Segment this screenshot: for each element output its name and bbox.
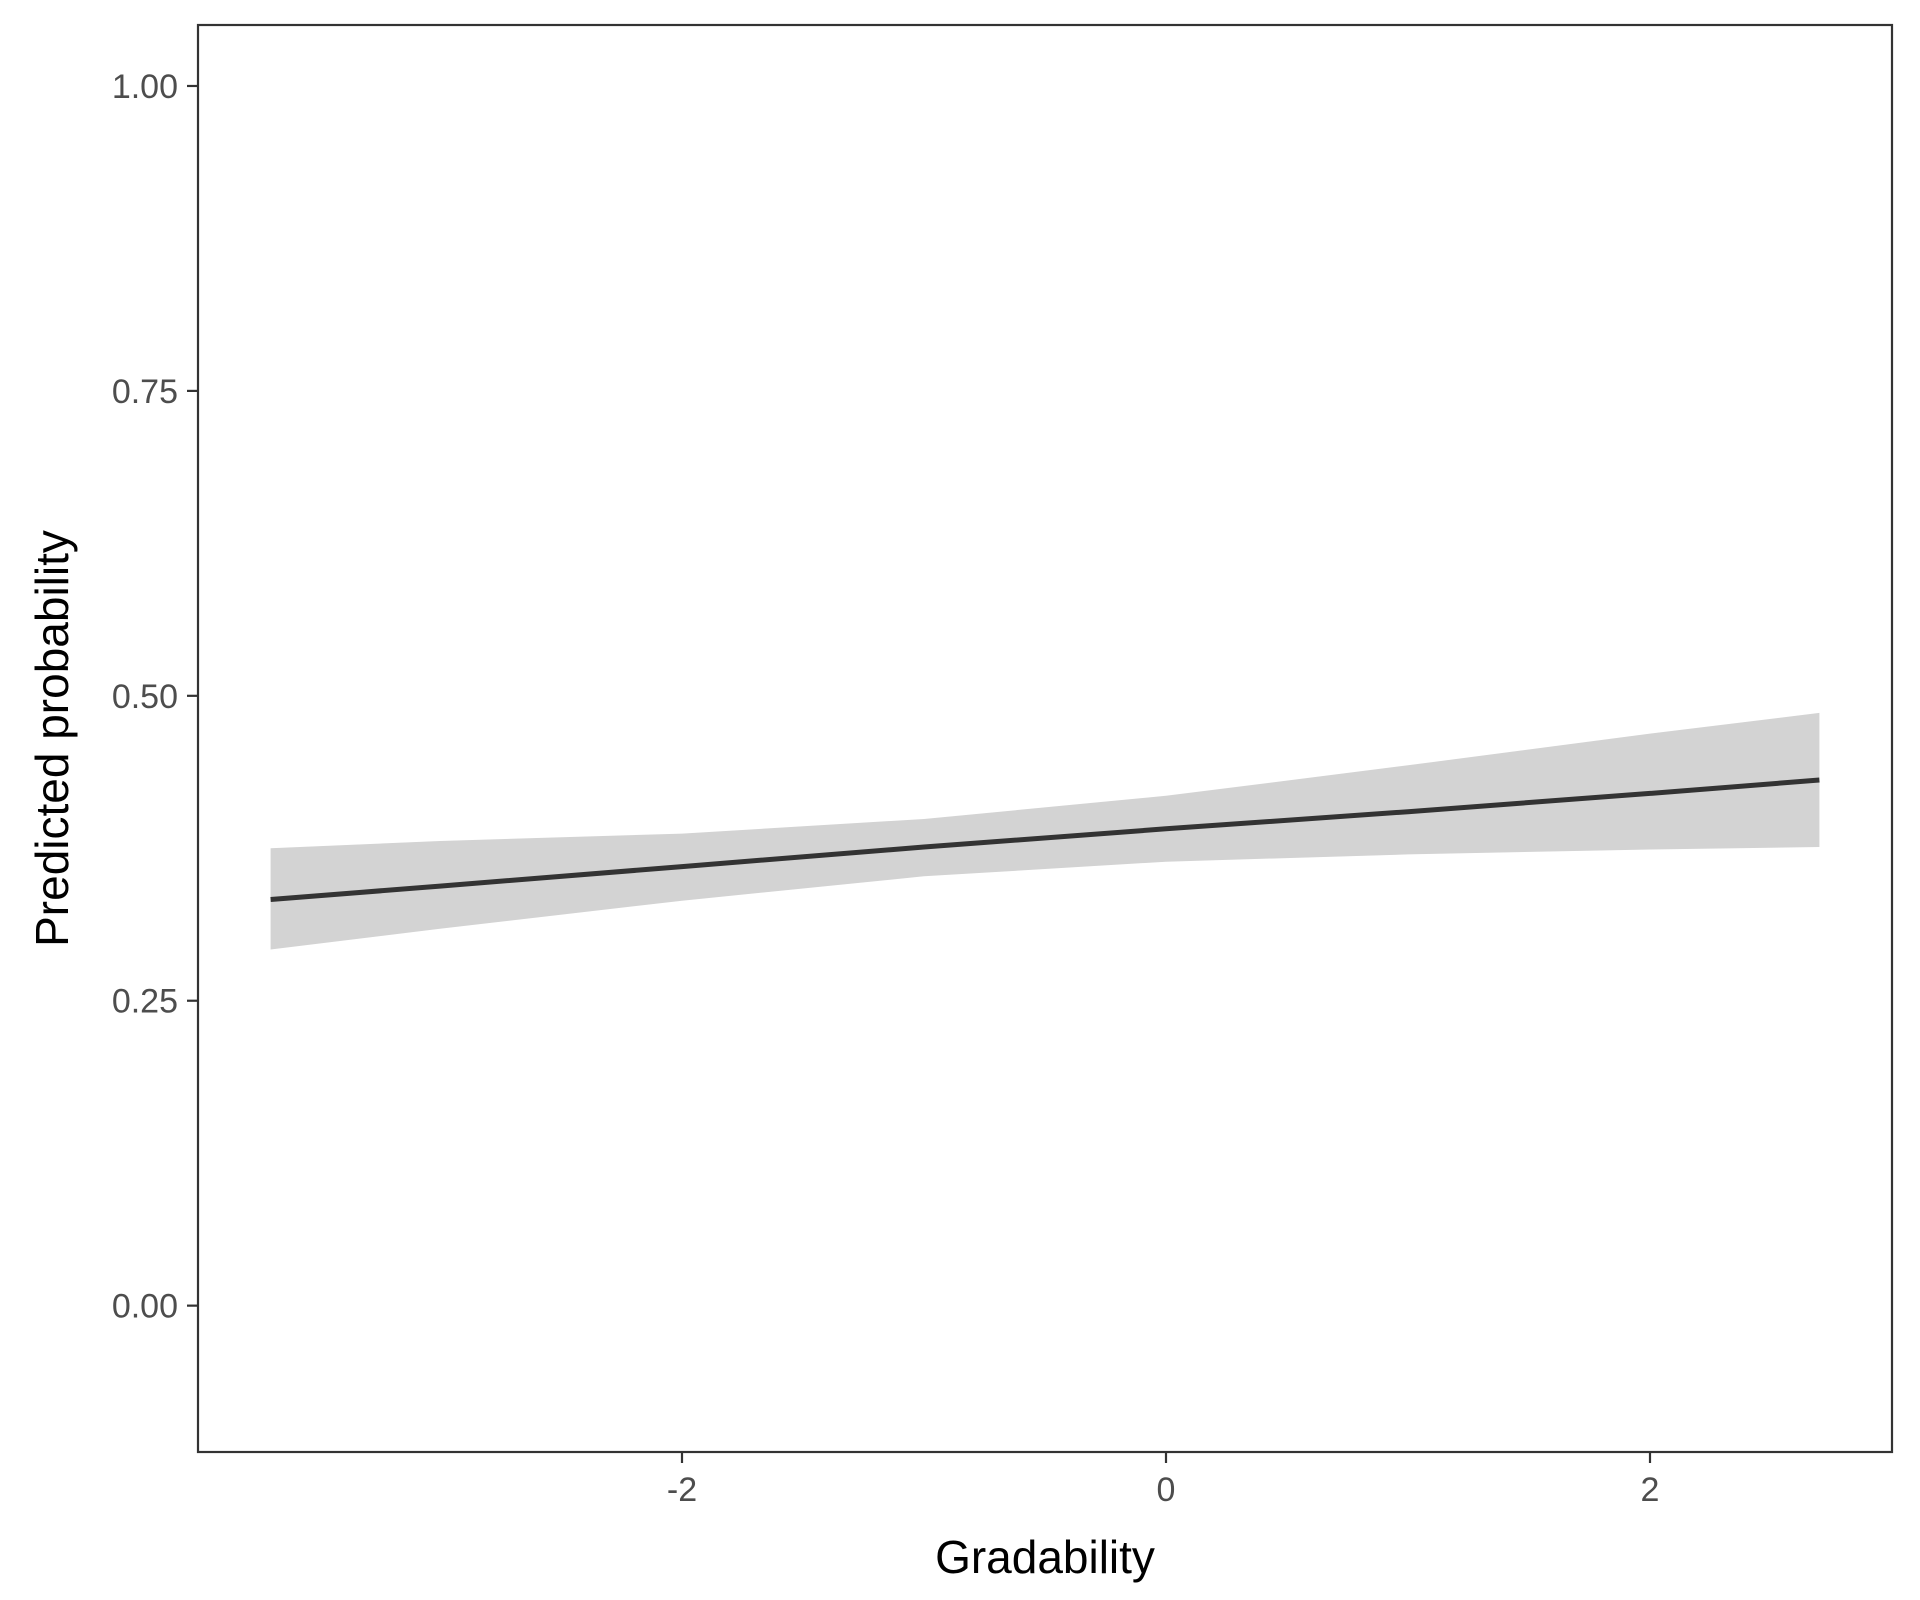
confidence-band-0	[270, 712, 1820, 950]
y-tick-label: 0.75	[112, 373, 178, 411]
y-tick-label: 0.25	[112, 983, 178, 1021]
x-tick-label: 0	[1157, 1471, 1176, 1509]
x-tick-label: 2	[1641, 1471, 1660, 1509]
y-tick-label: 1.00	[112, 68, 178, 106]
y-tick-label: 0.00	[112, 1288, 178, 1326]
x-axis-title: Gradability	[935, 1531, 1155, 1583]
plot-area	[270, 712, 1820, 950]
axes: -2 0 2 0.00 0.25 0.50 0.75 1.00	[112, 23, 1894, 1509]
y-axis-title: Predicted probability	[26, 530, 78, 947]
panel-border	[196, 23, 1894, 1454]
x-tick-label: -2	[667, 1471, 697, 1509]
y-tick-label: 0.50	[112, 678, 178, 716]
series-line-0	[270, 777, 1820, 902]
